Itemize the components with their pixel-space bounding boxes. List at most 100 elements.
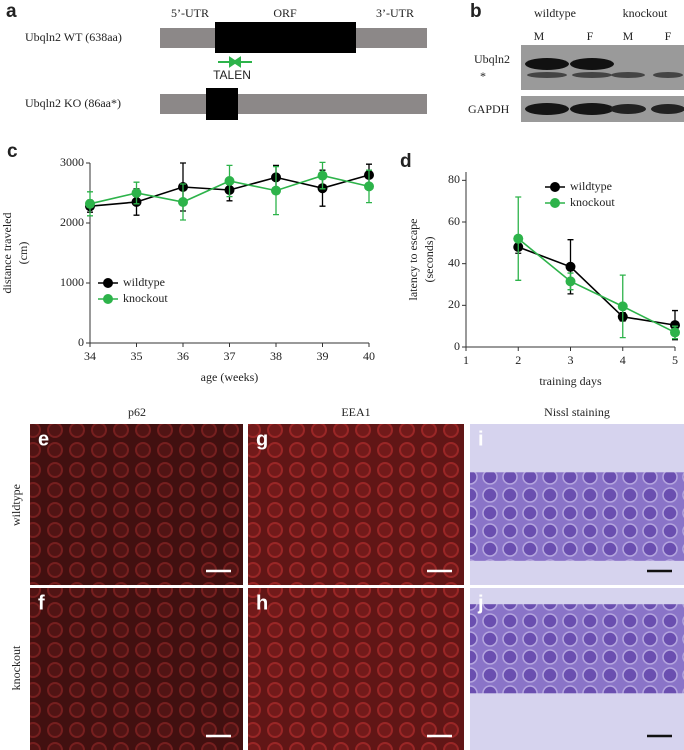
cell-layer: [470, 472, 684, 561]
region-label: ORF: [273, 6, 297, 20]
panel-label: h: [256, 592, 268, 614]
band-label: Ubqln2: [474, 52, 510, 66]
legend-marker: [550, 198, 560, 208]
orf-box: [215, 22, 356, 53]
band: [570, 58, 614, 70]
legend-label: wildtype: [123, 275, 165, 289]
y-tick-label: 1000: [60, 275, 84, 289]
gene-bar: [160, 94, 427, 114]
western-blot: b wildtype knockout M F M F Ubqln2 * GAP…: [468, 1, 684, 122]
band: [570, 103, 614, 115]
micrographs: p62 EEA1 Nissl staining wildtype knockou…: [9, 405, 610, 691]
panel-label: j: [477, 592, 484, 614]
talen-arrows: [218, 56, 252, 68]
lane-label: M: [623, 29, 634, 43]
x-tick-label: 34: [84, 349, 96, 363]
y-tick-label: 0: [454, 339, 460, 353]
panel-label: g: [256, 428, 268, 450]
shade: [248, 424, 464, 585]
y-tick-label: 80: [448, 172, 460, 186]
band-label: *: [480, 69, 486, 83]
legend-label: knockout: [570, 195, 615, 209]
legend-marker: [103, 278, 113, 288]
band: [525, 58, 569, 70]
lane-label: F: [587, 29, 594, 43]
marker: [565, 261, 576, 272]
marker: [670, 327, 680, 338]
marker: [513, 233, 524, 244]
row-label: Ubqln2 WT (638aa): [25, 30, 122, 44]
marker: [131, 188, 142, 198]
shade: [248, 588, 464, 750]
marker: [178, 197, 188, 207]
x-tick-label: 40: [363, 349, 375, 363]
micrograph: [248, 424, 464, 585]
x-axis-label: training days: [539, 374, 602, 388]
panel-label: c: [7, 141, 18, 162]
marker: [317, 170, 328, 181]
band: [653, 72, 683, 78]
orf-box: [206, 88, 238, 120]
region-label: 3’-UTR: [376, 6, 414, 20]
talen-label: TALEN: [213, 68, 251, 82]
panel-label: i: [478, 428, 484, 450]
group-label: knockout: [623, 6, 668, 20]
band: [651, 104, 684, 114]
group-label: wildtype: [534, 6, 576, 20]
legend-label: wildtype: [570, 179, 612, 193]
y-tick-label: 60: [448, 214, 460, 228]
cell-layer: [470, 604, 684, 694]
column-title: EEA1: [341, 405, 370, 419]
column-title: p62: [128, 405, 146, 419]
y-tick-label: 0: [78, 335, 84, 349]
y-tick-label: 3000: [60, 155, 84, 169]
band: [525, 103, 569, 115]
x-axis-label: age (weeks): [201, 370, 259, 384]
x-tick-label: 35: [131, 349, 143, 363]
micrograph: [248, 588, 464, 750]
legend-marker: [103, 294, 113, 304]
gene-diagram: a 5’-UTR ORF 3’-UTR Ubqln2 WT (638aa) TA…: [6, 1, 427, 120]
x-tick-label: 39: [317, 349, 329, 363]
marker: [85, 198, 95, 209]
legend-label: knockout: [123, 291, 168, 305]
micrograph: [30, 424, 243, 585]
row-label: wildtype: [9, 484, 23, 526]
panel-label: b: [470, 1, 482, 22]
y-axis-label: distance traveled: [0, 213, 14, 294]
region-label: 5’-UTR: [171, 6, 209, 20]
lane-label: F: [665, 29, 672, 43]
y-tick-label: 20: [448, 297, 460, 311]
micrograph: [30, 588, 243, 750]
band: [611, 72, 645, 78]
panel-label: a: [6, 1, 17, 22]
y-tick-label: 2000: [60, 215, 84, 229]
x-tick-label: 1: [463, 353, 469, 367]
x-tick-label: 3: [568, 353, 574, 367]
band: [527, 72, 567, 78]
x-tick-label: 2: [515, 353, 521, 367]
band: [572, 72, 612, 78]
line: [517, 246, 676, 326]
row-label: knockout: [9, 645, 23, 690]
shade: [30, 424, 243, 585]
column-title: Nissl staining: [544, 405, 610, 419]
marker: [617, 301, 628, 312]
row-label: Ubqln2 KO (86aa*): [25, 96, 121, 110]
panel-label: f: [38, 592, 45, 614]
marker: [670, 320, 680, 331]
x-tick-label: 36: [177, 349, 189, 363]
x-tick-label: 4: [620, 353, 626, 367]
x-tick-label: 38: [270, 349, 282, 363]
panel-label: e: [38, 428, 49, 450]
marker: [271, 185, 281, 196]
y-tick-label: 40: [448, 255, 460, 269]
x-tick-label: 37: [224, 349, 236, 363]
band-label: GAPDH: [468, 102, 510, 116]
shade: [30, 588, 243, 750]
y-axis-label: (seconds): [422, 237, 436, 283]
legend-marker: [550, 182, 560, 192]
y-axis-label: latency to escape: [406, 219, 420, 301]
band: [610, 104, 646, 114]
